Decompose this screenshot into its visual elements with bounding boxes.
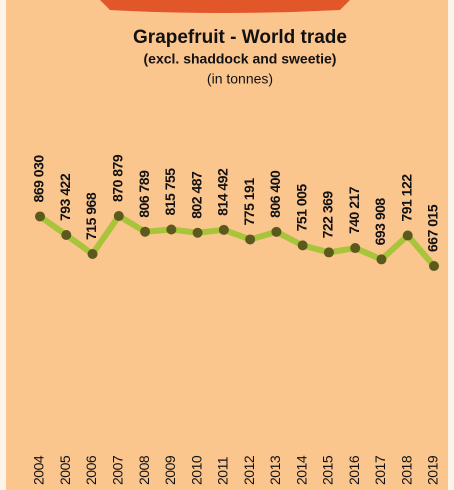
data-point [323,247,334,258]
value-label: 715 968 [83,192,99,240]
x-tick-label: 2007 [110,455,126,485]
value-label: 802 487 [188,171,204,219]
data-point [376,254,387,265]
data-point [87,248,98,259]
data-point [218,224,229,235]
x-tick-label: 2014 [293,455,309,485]
data-point [429,261,439,271]
x-tick-label: 2012 [241,455,257,485]
unit-label: (in tonnes) [207,71,273,87]
x-tick-label: 2015 [320,455,336,485]
x-tick-label: 2011 [215,456,231,485]
data-point [35,211,45,222]
x-tick-label: 2009 [162,455,178,485]
x-tick-label: 2006 [83,455,99,485]
value-label: 693 908 [372,198,388,246]
data-point [245,234,256,245]
x-tick-label: 2010 [188,455,204,485]
value-label: 793 422 [57,173,73,221]
chart-subtitle: (excl. shaddock and sweetie) [144,51,337,67]
value-label: 814 492 [215,168,231,216]
data-point [140,226,151,237]
x-tick-label: 2008 [136,455,152,485]
data-line [38,213,437,268]
data-point [402,230,413,241]
left-border [0,0,6,490]
value-label: 870 879 [110,154,126,202]
value-label: 722 369 [320,191,336,239]
data-point [350,243,361,254]
data-point [113,211,124,221]
x-tick-label: 2018 [398,455,414,485]
x-tick-label: 2005 [57,455,73,485]
value-label: 806 400 [267,170,283,218]
value-label: 667 015 [425,204,441,252]
data-point [61,229,72,240]
data-point [271,226,282,237]
x-tick-label: 2019 [425,455,441,485]
value-label: 740 217 [346,186,362,234]
data-point [297,240,308,251]
value-label: 806 789 [136,170,152,218]
data-point [192,227,203,238]
right-border [448,0,454,490]
value-label: 775 191 [241,178,257,226]
data-point [166,224,177,235]
x-tick-label: 2004 [31,455,47,485]
value-label: 869 030 [31,155,47,203]
x-tick-label: 2016 [346,455,362,485]
x-tick-label: 2013 [267,455,283,485]
photo-edge [100,0,350,13]
x-tick-label: 2017 [372,455,388,485]
value-label: 751 005 [293,184,309,232]
chart-title: Grapefruit - World trade [133,27,347,48]
value-label: 815 755 [162,168,178,216]
value-label: 791 122 [398,174,414,222]
